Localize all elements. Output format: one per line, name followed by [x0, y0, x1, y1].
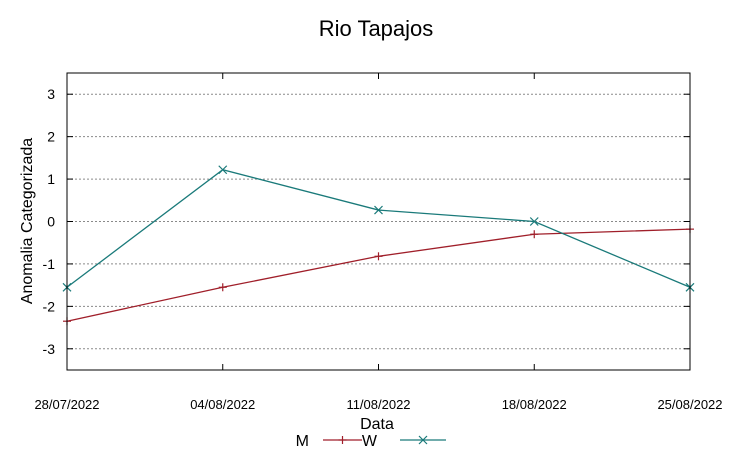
- cross-marker: [418, 435, 428, 445]
- x-axis-ticks: 28/07/2022 04/08/2022 11/08/2022 18/08/2022…: [34, 73, 723, 412]
- y-axis-ticks: 3 2 1 0 -1 -2 -3: [43, 86, 690, 357]
- y-tick-label: 1: [47, 171, 55, 187]
- y-tick-label: -1: [43, 256, 56, 272]
- series-W: [62, 165, 695, 292]
- y-tick-label: 3: [47, 86, 55, 102]
- legend-label: M: [296, 433, 309, 450]
- y-tick-label: 0: [47, 214, 55, 230]
- x-axis-label: Data: [360, 416, 394, 433]
- series-M: [63, 225, 694, 326]
- chart-title: Rio Tapajos: [319, 16, 434, 41]
- plot-frame: [66, 72, 691, 371]
- legend-label: W: [362, 433, 378, 450]
- plus-marker: [218, 283, 227, 292]
- grid-lines: [67, 93, 690, 350]
- plus-marker: [374, 252, 383, 261]
- x-tick-label: 28/07/2022: [34, 397, 99, 412]
- y-axis-label: Anomalia Categorizada: [19, 138, 36, 304]
- legend-item-M: M: [296, 433, 362, 450]
- series-lines: [62, 165, 695, 326]
- legend-item-W: W: [362, 433, 446, 450]
- series-line: [66, 169, 691, 288]
- y-tick-label: -3: [43, 341, 56, 357]
- x-tick-label: 11/08/2022: [346, 397, 410, 412]
- cross-marker: [374, 205, 383, 215]
- cross-marker: [529, 217, 539, 226]
- x-tick-label: 18/08/2022: [502, 397, 567, 412]
- cross-marker: [218, 165, 228, 175]
- plus-marker: [338, 436, 347, 444]
- x-tick-label: 04/08/2022: [190, 397, 255, 412]
- x-tick-label: 25/08/2022: [657, 397, 722, 412]
- series-line: [66, 228, 691, 322]
- y-tick-label: -2: [43, 298, 56, 314]
- y-tick-label: 2: [47, 129, 55, 145]
- plus-marker: [530, 230, 539, 239]
